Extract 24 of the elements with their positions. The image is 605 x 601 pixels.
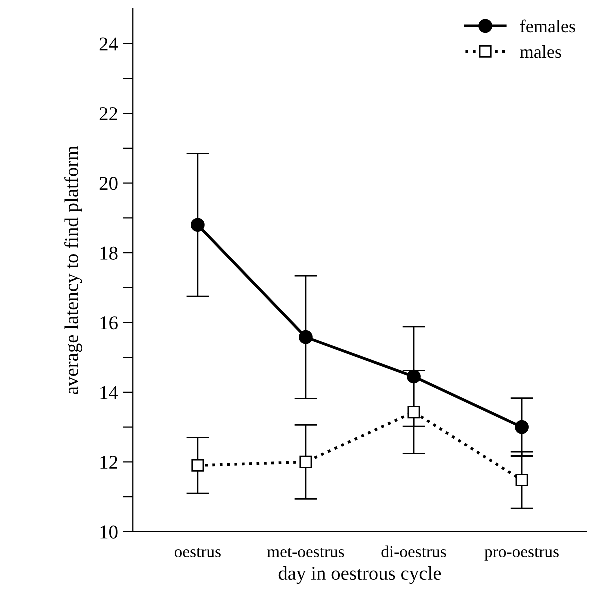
y-tick-label: 18 xyxy=(100,246,118,260)
point xyxy=(300,456,312,468)
x-axis-title: day in oestrous cycle xyxy=(278,566,442,584)
point xyxy=(408,406,420,419)
legend-label: males xyxy=(520,45,562,58)
x-tick-label: di-oestrus xyxy=(382,546,446,558)
y-tick-label: 20 xyxy=(100,177,118,190)
y-tick-label: 16 xyxy=(100,316,118,330)
y-tick-label: 12 xyxy=(100,456,118,469)
point xyxy=(516,474,528,487)
point xyxy=(407,370,421,384)
legend-label: females xyxy=(520,20,576,33)
y-tick-label: 10 xyxy=(100,526,118,539)
y-tick-label: 14 xyxy=(100,386,118,400)
y-tick-label: 24 xyxy=(100,38,118,51)
x-tick-label: met-oestrus xyxy=(267,548,344,558)
point xyxy=(299,330,313,344)
x-tick-label: oestrus xyxy=(174,548,221,558)
point xyxy=(515,420,529,434)
y-axis-title: average latency to find platform xyxy=(64,146,82,394)
point xyxy=(190,218,205,232)
y-tick-label: 22 xyxy=(100,107,118,120)
x-tick-label: pro-oestrus xyxy=(484,548,559,561)
point xyxy=(192,459,204,472)
